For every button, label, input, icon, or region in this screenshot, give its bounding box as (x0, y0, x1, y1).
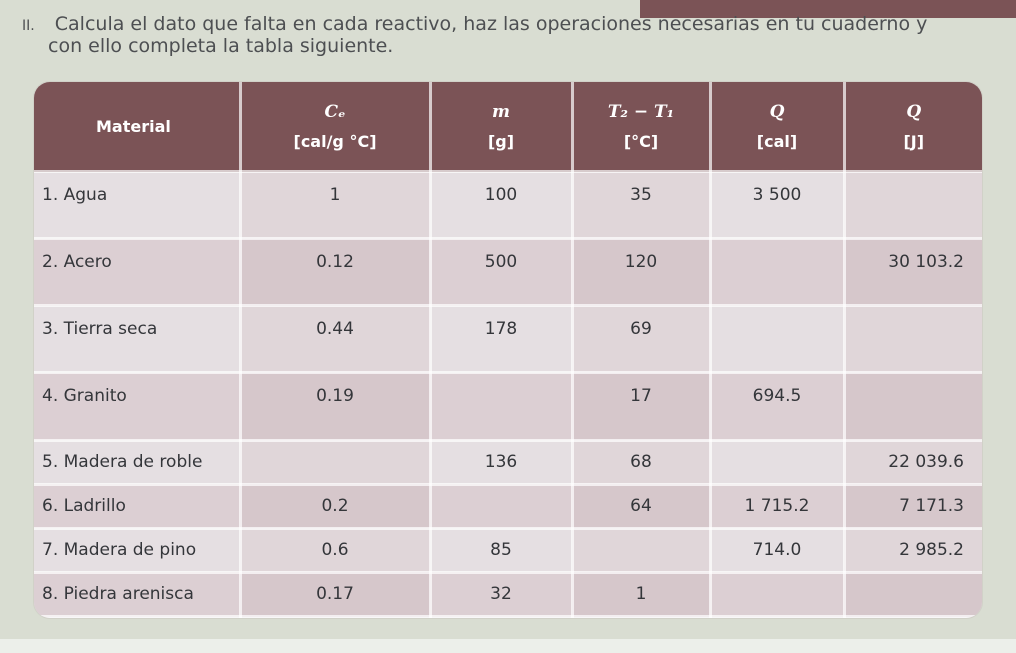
heat-joules-cell: 30 103.2 (844, 238, 982, 308)
heat-joules-cell (844, 572, 982, 618)
table-row: 1. Agua 1 100 35 3 500 (34, 171, 982, 241)
heat-cal-cell (710, 305, 846, 375)
material-cell: 4. Granito (34, 372, 242, 442)
temperature-change-cell: 69 (572, 305, 712, 375)
heat-cal-cell: 714.0 (710, 528, 846, 574)
roman-numeral: II. (22, 18, 35, 34)
table-row: 6. Ladrillo 0.2 64 1 715.2 7 171.3 (34, 484, 982, 530)
header-material: Material (34, 82, 242, 173)
material-cell: 3. Tierra seca (34, 305, 242, 375)
table-row: 5. Madera de roble 136 68 22 039.6 (34, 440, 982, 486)
header-heat-cal: Q [cal] (710, 82, 846, 173)
heat-table: Material Cₑ [cal/g °C] m [g] T₂ − T₁ [°C… (34, 82, 982, 618)
mass-cell: 500 (430, 238, 574, 308)
material-cell: 6. Ladrillo (34, 484, 242, 530)
specific-heat-cell (240, 440, 432, 486)
table-row: 2. Acero 0.12 500 120 30 103.2 (34, 238, 982, 308)
mass-cell (430, 484, 574, 530)
data-table-container: Material Cₑ [cal/g °C] m [g] T₂ − T₁ [°C… (34, 82, 982, 618)
temperature-change-cell: 64 (572, 484, 712, 530)
mass-cell: 100 (430, 171, 574, 241)
specific-heat-cell: 0.17 (240, 572, 432, 618)
heat-joules-cell: 7 171.3 (844, 484, 982, 530)
mass-cell: 32 (430, 572, 574, 618)
heat-cal-cell (710, 440, 846, 486)
temperature-change-cell (572, 528, 712, 574)
temperature-change-cell: 17 (572, 372, 712, 442)
specific-heat-cell: 0.2 (240, 484, 432, 530)
temperature-change-cell: 35 (572, 171, 712, 241)
specific-heat-cell: 1 (240, 171, 432, 241)
temperature-change-cell: 120 (572, 238, 712, 308)
specific-heat-cell: 0.6 (240, 528, 432, 574)
heat-cal-cell: 3 500 (710, 171, 846, 241)
mass-cell: 178 (430, 305, 574, 375)
heat-cal-cell (710, 572, 846, 618)
table-row: 4. Granito 0.19 17 694.5 (34, 372, 982, 442)
heat-joules-cell: 2 985.2 (844, 528, 982, 574)
table-row: 7. Madera de pino 0.6 85 714.0 2 985.2 (34, 528, 982, 574)
instruction-line-2: con ello completa la tabla siguiente. (48, 35, 394, 57)
heat-joules-cell (844, 171, 982, 241)
mass-cell: 85 (430, 528, 574, 574)
table-row: 3. Tierra seca 0.44 178 69 (34, 305, 982, 375)
specific-heat-cell: 0.19 (240, 372, 432, 442)
heat-joules-cell: 22 039.6 (844, 440, 982, 486)
heat-cal-cell: 1 715.2 (710, 484, 846, 530)
mass-cell (430, 372, 574, 442)
page-bottom-edge (0, 639, 1016, 653)
table-row: 8. Piedra arenisca 0.17 32 1 (34, 572, 982, 618)
instruction-text: II. Calcula el dato que falta en cada re… (22, 14, 1012, 56)
material-cell: 8. Piedra arenisca (34, 572, 242, 618)
heat-cal-cell (710, 238, 846, 308)
instruction-line-1: Calcula el dato que falta en cada reacti… (54, 13, 928, 35)
material-cell: 1. Agua (34, 171, 242, 241)
temperature-change-cell: 1 (572, 572, 712, 618)
specific-heat-cell: 0.44 (240, 305, 432, 375)
header-heat-joules: Q [J] (844, 82, 982, 173)
temperature-change-cell: 68 (572, 440, 712, 486)
heat-joules-cell (844, 305, 982, 375)
header-specific-heat: Cₑ [cal/g °C] (240, 82, 432, 173)
header-mass: m [g] (430, 82, 574, 173)
material-cell: 5. Madera de roble (34, 440, 242, 486)
material-cell: 2. Acero (34, 238, 242, 308)
top-band (640, 0, 1016, 18)
header-temperature-change: T₂ − T₁ [°C] (572, 82, 712, 173)
specific-heat-cell: 0.12 (240, 238, 432, 308)
heat-joules-cell (844, 372, 982, 442)
heat-cal-cell: 694.5 (710, 372, 846, 442)
material-cell: 7. Madera de pino (34, 528, 242, 574)
mass-cell: 136 (430, 440, 574, 486)
